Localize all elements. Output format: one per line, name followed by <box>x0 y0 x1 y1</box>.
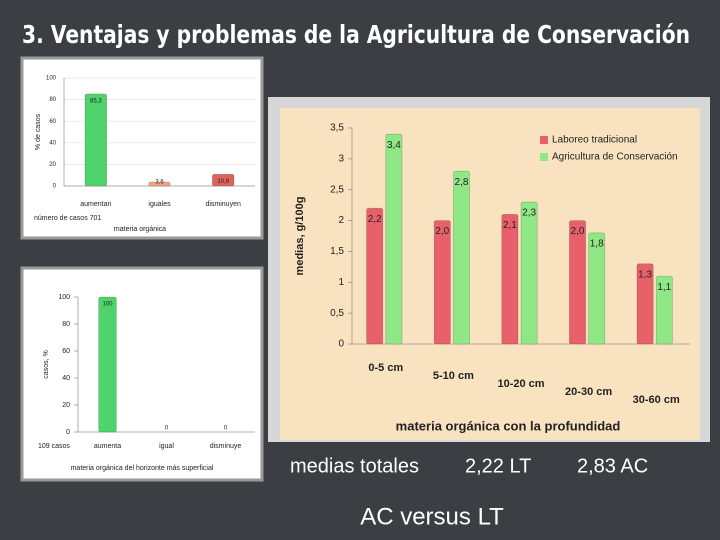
legend-swatch <box>540 136 548 144</box>
y-tick-label: 0 <box>53 184 57 190</box>
footer-ac: 2,83 AC <box>577 455 648 477</box>
y-tick-label: 3,5 <box>330 123 344 134</box>
x-tick-label: 10-20 cm <box>497 378 544 390</box>
x-axis-label: materia orgánica <box>114 226 166 233</box>
bar <box>212 173 235 187</box>
note: 109 casos <box>38 443 70 450</box>
bar <box>148 181 171 187</box>
value-label: 2,0 <box>571 226 585 237</box>
y-tick-label: 20 <box>62 402 70 409</box>
legend-label: Laboreo tradicional <box>552 135 637 146</box>
x-axis-label: materia orgánica del horizonte más super… <box>71 465 214 472</box>
value-label: 100 <box>102 302 113 308</box>
bar <box>588 232 606 345</box>
x-tick-label: aumentan <box>80 201 111 208</box>
bar <box>655 275 673 345</box>
y-tick-label: 3 <box>338 153 344 164</box>
y-tick-label: 20 <box>49 162 56 168</box>
value-label: 10,9 <box>217 179 229 185</box>
value-label: 3,6 <box>155 180 164 186</box>
x-axis-label: materia orgánica con la profundidad <box>396 418 621 433</box>
bar <box>84 93 107 187</box>
legend-label: Agricultura de Conservación <box>552 152 678 163</box>
bar <box>98 296 117 433</box>
y-tick-label: 100 <box>58 294 70 301</box>
footer-label: medias totales <box>290 455 419 477</box>
bar <box>433 220 451 345</box>
y-axis-label: % de casos <box>35 113 42 150</box>
value-label: 2,0 <box>435 226 449 237</box>
y-tick-label: 0 <box>66 429 70 436</box>
bar <box>385 133 403 345</box>
value-label: 1,3 <box>638 269 652 280</box>
value-label: 1,1 <box>657 282 671 293</box>
y-tick-label: 0,5 <box>330 308 344 319</box>
panel <box>20 56 264 240</box>
panel <box>20 266 264 482</box>
x-tick-label: 30-60 cm <box>633 394 680 406</box>
x-tick-label: aumenta <box>94 443 121 450</box>
y-tick-label: 80 <box>49 97 56 103</box>
value-label: 2,1 <box>503 220 517 231</box>
y-tick-label: 1,5 <box>330 246 344 257</box>
x-tick-label: disminuye <box>210 443 242 450</box>
value-label: 1,8 <box>590 239 604 250</box>
x-tick-label: 0-5 cm <box>368 362 403 374</box>
y-tick-label: 40 <box>62 375 70 382</box>
y-tick-label: 60 <box>62 348 70 355</box>
x-tick-label: iguales <box>148 201 171 208</box>
footer-lt: 2,22 LT <box>465 455 531 477</box>
panel-inner <box>280 108 700 440</box>
conclusion: AC versus LT <box>360 503 504 530</box>
value-label: 3,4 <box>387 140 401 151</box>
note: número de casos 701 <box>34 215 101 222</box>
y-tick-label: 40 <box>49 140 56 146</box>
y-tick-label: 2 <box>338 215 344 226</box>
bar <box>636 263 654 345</box>
bar <box>501 214 519 345</box>
y-tick-label: 60 <box>49 119 56 125</box>
bar <box>520 201 538 345</box>
x-tick-label: igual <box>159 443 174 450</box>
y-tick-label: 1 <box>338 277 344 288</box>
x-tick-label: 5-10 cm <box>433 370 474 382</box>
slide-title: 3. Ventajas y problemas de la Agricultur… <box>22 20 690 49</box>
y-tick-label: 0 <box>338 339 344 350</box>
y-axis-label: casos, % <box>43 350 50 378</box>
value-label: 85,3 <box>90 98 102 104</box>
value-label: 2,2 <box>368 214 382 225</box>
y-axis-label: medias, g/100g <box>294 197 306 276</box>
y-tick-label: 80 <box>62 321 70 328</box>
bar <box>453 170 470 345</box>
x-tick-label: disminuyen <box>205 201 241 208</box>
y-tick-label: 2,5 <box>330 184 344 195</box>
value-label: 0 <box>165 426 169 432</box>
value-label: 2,3 <box>522 208 536 219</box>
y-tick-label: 100 <box>46 76 57 82</box>
bar <box>366 207 384 345</box>
value-label: 2,8 <box>455 177 469 188</box>
x-tick-label: 20-30 cm <box>565 386 612 398</box>
legend-swatch <box>540 153 548 161</box>
bar <box>569 220 586 345</box>
value-label: 0 <box>224 426 228 432</box>
